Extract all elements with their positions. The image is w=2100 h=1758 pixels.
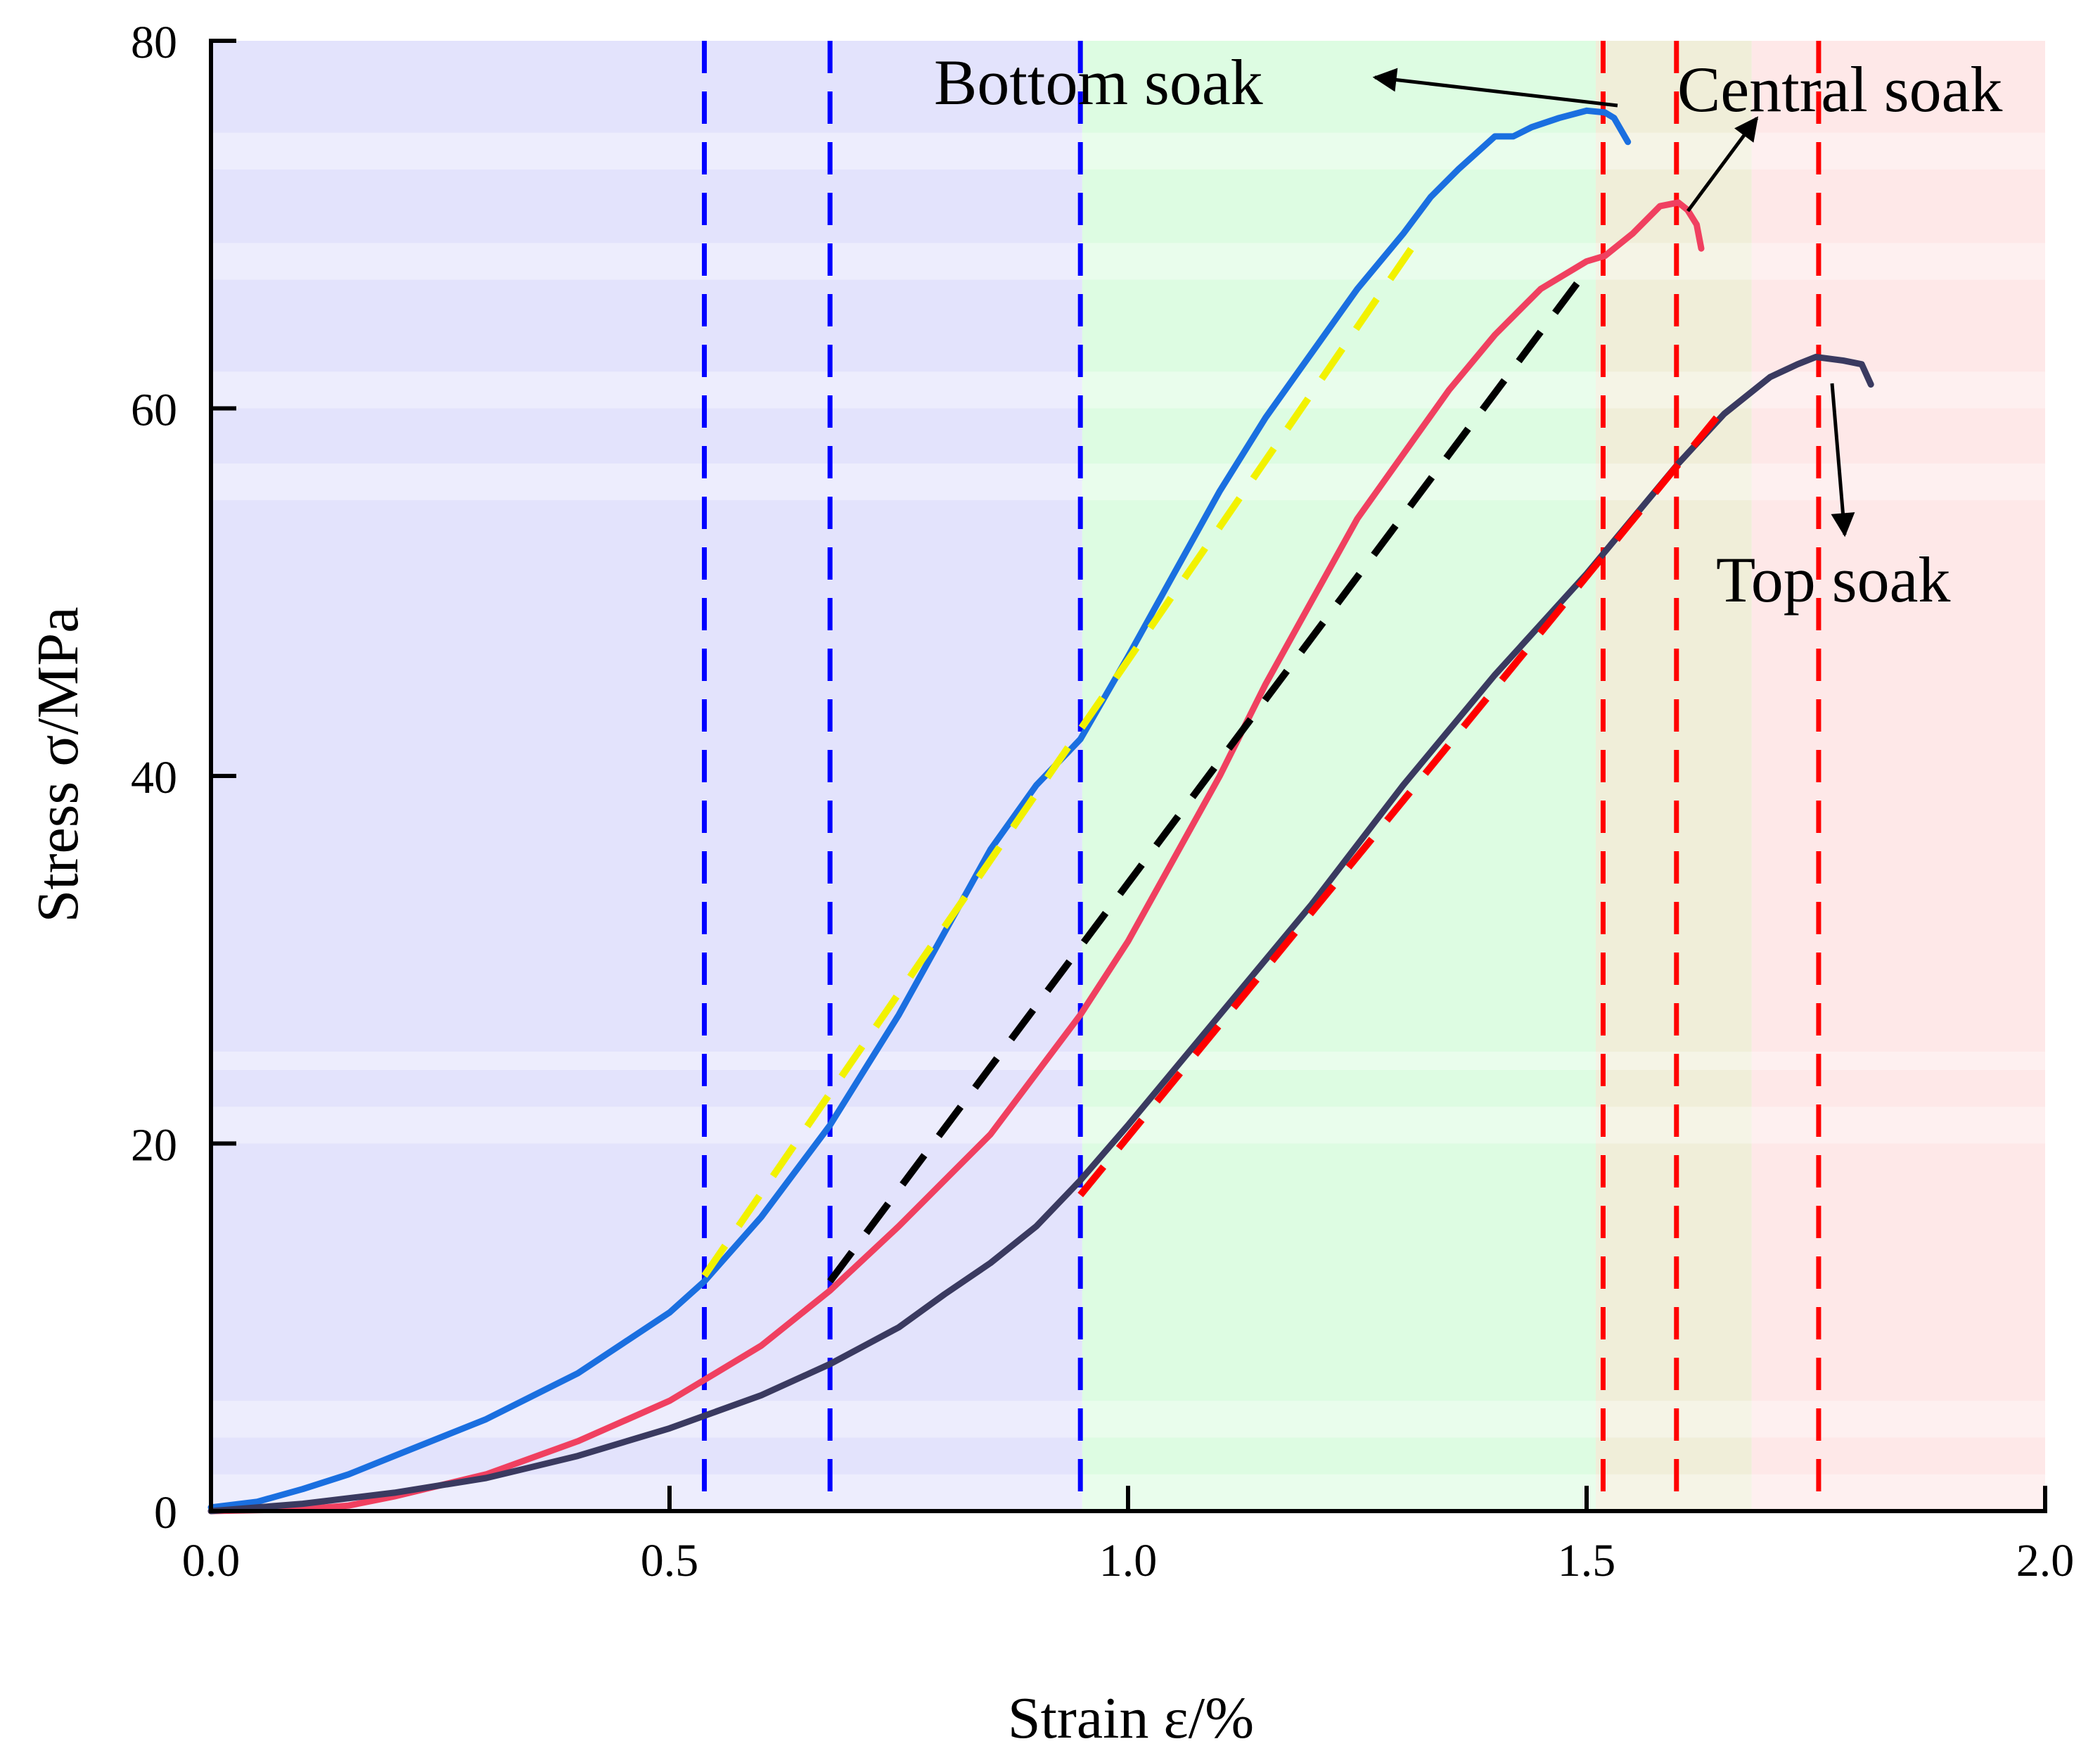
vertical-guide-lines	[702, 41, 1822, 1511]
annotations: Bottom soak Central soak Top soak	[934, 46, 2002, 616]
fit-black	[827, 268, 1590, 1284]
background-band	[211, 132, 2045, 170]
fit-lines	[701, 231, 1727, 1284]
y-tick-label: 20	[131, 1120, 177, 1171]
background-regions	[211, 41, 2045, 1511]
background-band	[211, 463, 2045, 501]
bottom-soak-label: Bottom soak	[934, 46, 1263, 118]
region-pink	[1751, 41, 2045, 1511]
background-band	[211, 243, 2045, 280]
x-axis-title: Strain ε/%	[1008, 1686, 1254, 1751]
top-soak-curve	[207, 353, 1874, 1515]
central-soak-label: Central soak	[1677, 53, 2002, 125]
region-green	[1082, 41, 1596, 1511]
y-tick-label: 60	[131, 385, 177, 436]
x-tick-label: 0.5	[641, 1535, 699, 1586]
region-blue	[211, 41, 1082, 1511]
y-ticks: 0 20 40 60 80	[131, 17, 236, 1539]
x-tick-label: 0.0	[182, 1535, 241, 1586]
fit-red	[1077, 406, 1727, 1197]
region-olive	[1596, 41, 1752, 1511]
x-tick-label: 1.0	[1099, 1535, 1158, 1586]
x-tick-label: 1.5	[1558, 1535, 1616, 1586]
y-tick-label: 40	[131, 752, 177, 803]
y-tick-label: 80	[131, 17, 177, 68]
central-soak-arrow	[1686, 116, 1759, 212]
bottom-soak-curve	[207, 107, 1632, 1511]
x-tick-label: 2.0	[2016, 1535, 2075, 1586]
top-soak-label: Top soak	[1716, 544, 1950, 616]
bottom-soak-arrow	[1372, 68, 1618, 108]
y-tick-label: 0	[154, 1487, 177, 1539]
fit-yellow	[701, 231, 1425, 1278]
background-band	[211, 1051, 2045, 1070]
y-axis-title: Stress σ/MPa	[25, 607, 91, 923]
top-soak-arrow	[1830, 383, 1855, 537]
x-ticks: 0.0 0.5 1.0 1.5 2.0	[182, 1486, 2075, 1586]
